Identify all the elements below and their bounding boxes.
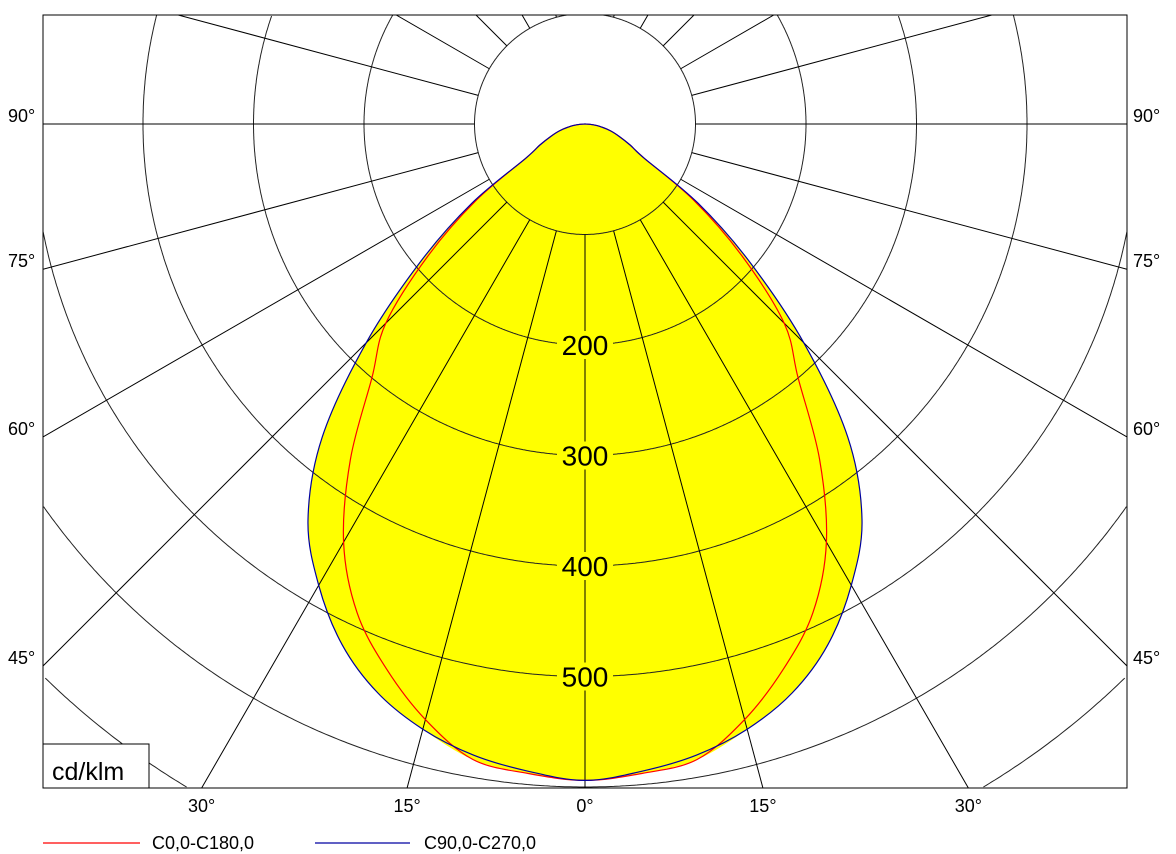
radial-tick-label: 200 xyxy=(562,330,609,361)
unit-label: cd/klm xyxy=(52,758,124,786)
radial-label-bg xyxy=(557,552,613,580)
grid-circle-600 xyxy=(43,506,1127,788)
angle-label-left: 90° xyxy=(8,106,35,126)
polar-grid xyxy=(43,15,1127,788)
grid-radial-line xyxy=(613,230,764,788)
intensity-curves xyxy=(307,123,863,782)
grid-circle-300 xyxy=(253,15,917,456)
grid-radial-line xyxy=(43,178,490,438)
grid-radial-line xyxy=(43,201,508,667)
grid-radial-line xyxy=(475,15,508,47)
grid-radial-line xyxy=(521,15,531,29)
grid-circle-200 xyxy=(363,15,807,346)
grid-radial-line xyxy=(395,15,490,70)
angle-label-right: 45° xyxy=(1133,648,1160,668)
grid-circle-700 xyxy=(44,677,1126,788)
angle-label-right: 90° xyxy=(1133,106,1160,126)
grid-radial-line xyxy=(406,230,557,788)
grid-circle-500 xyxy=(43,231,1127,677)
angle-label-bottom: 30° xyxy=(955,796,982,816)
radial-tick-labels: 200 300 400 500 xyxy=(557,330,613,693)
grid-radial-line xyxy=(639,15,649,29)
angle-label-right: 60° xyxy=(1133,419,1160,439)
angle-label-right: 75° xyxy=(1133,251,1160,271)
grid-radial-line xyxy=(43,152,479,270)
angle-label-bottom: 15° xyxy=(393,796,420,816)
legend-label-c0: C0,0-C180,0 xyxy=(152,833,254,853)
grid-radial-line xyxy=(680,178,1127,438)
radial-label-bg xyxy=(557,441,613,470)
grid-circle-100 xyxy=(474,15,696,235)
radial-tick-label: 400 xyxy=(562,551,609,582)
grid-radial-line xyxy=(178,15,479,96)
radial-tick-label: 500 xyxy=(562,662,609,693)
angle-labels: 90° 90° 75° 75° 60° 60° 45° 45° 30° 15° 0° 15° 30° xyxy=(8,106,1160,816)
legend-label-c90: C90,0-C270,0 xyxy=(424,833,536,853)
grid-radial-line xyxy=(691,152,1127,270)
angle-label-left: 75° xyxy=(8,251,35,271)
grid-radial-line xyxy=(201,219,531,788)
grid-radial-line xyxy=(691,15,992,96)
radial-label-bg xyxy=(557,662,613,691)
grid-radial-line xyxy=(662,15,695,47)
angle-label-left: 45° xyxy=(8,648,35,668)
plot-frame xyxy=(42,14,1128,789)
angle-label-bottom: 0° xyxy=(576,796,593,816)
angle-label-bottom: 15° xyxy=(749,796,776,816)
angle-label-left: 60° xyxy=(8,419,35,439)
radial-tick-label: 300 xyxy=(562,441,609,472)
series-curve-1 xyxy=(307,123,863,782)
grid-radial-line xyxy=(639,219,969,788)
grid-radial-line xyxy=(662,201,1127,667)
unit-box: cd/klm xyxy=(42,743,150,789)
grid-radial-line xyxy=(680,15,775,70)
radial-label-bg xyxy=(557,331,613,359)
angle-label-bottom: 30° xyxy=(188,796,215,816)
grid-circle-400 xyxy=(142,15,1028,567)
legend: C0,0-C180,0 C90,0-C270,0 xyxy=(43,833,536,853)
